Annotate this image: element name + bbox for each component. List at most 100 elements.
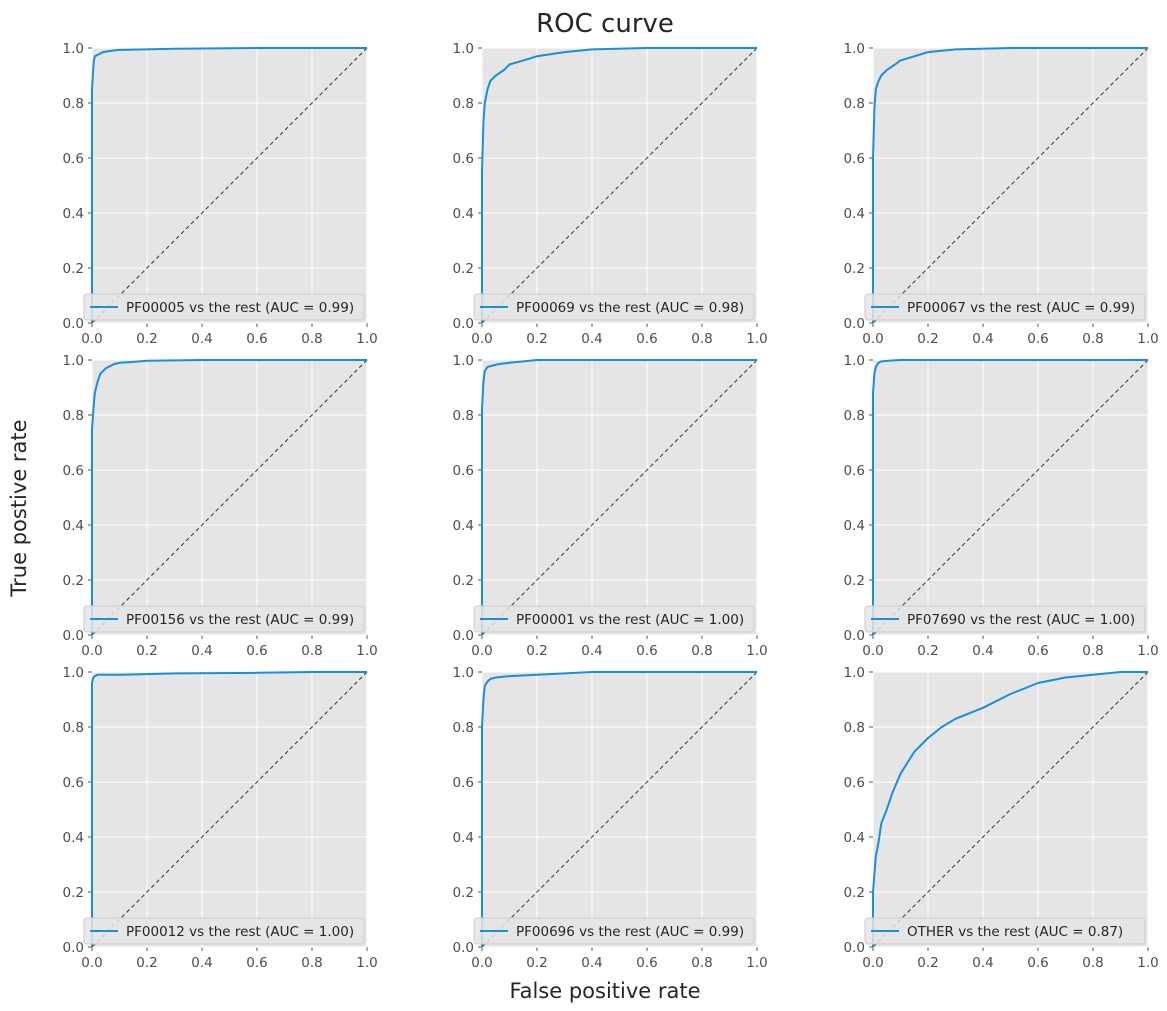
x-tick-label: 0.8 [301, 331, 322, 347]
chance-diagonal [91, 671, 368, 948]
legend-box [473, 605, 755, 633]
legend: PF00696 vs the rest (AUC = 0.99) [473, 917, 755, 945]
roc-subplot-3: 0.0 0.2 0.4 0.6 0.8 1.00.00.20.40.60.81.0PF00… [844, 41, 1159, 347]
legend: PF00005 vs the rest (AUC = 0.99) [83, 293, 365, 321]
y-tick-label: 0.6 [844, 151, 865, 167]
y-tick-label: 0.6 [63, 775, 84, 791]
x-tick-label: 0.6 [636, 643, 657, 659]
legend-box [864, 917, 1146, 945]
y-tick-label: 0.0 [844, 628, 865, 644]
x-tick-label: 1.0 [1137, 331, 1158, 347]
y-tick-label: 0.6 [844, 775, 865, 791]
x-tick-label: 0.4 [191, 643, 212, 659]
figure-ylabel: True postive rate [7, 419, 31, 597]
y-tick-label: 0.4 [63, 830, 84, 846]
legend-label: PF07690 vs the rest (AUC = 1.00) [907, 612, 1135, 628]
x-tick-label: 0.6 [1027, 955, 1048, 971]
legend-label: OTHER vs the rest (AUC = 0.87) [907, 924, 1123, 940]
chance-diagonal [91, 47, 368, 324]
x-tick-label: 0.0 [471, 331, 492, 347]
x-tick-label: 0.6 [636, 955, 657, 971]
legend-box [473, 917, 755, 945]
x-tick-label: 0.2 [526, 643, 547, 659]
x-tick-label: 0.6 [246, 331, 267, 347]
x-tick-label: 0.8 [691, 643, 712, 659]
chance-diagonal [481, 671, 758, 948]
x-tick-label: 0.2 [136, 955, 157, 971]
y-tick-label: 1.0 [63, 41, 84, 57]
roc-curve-line [872, 47, 1148, 323]
x-tick-label: 0.4 [191, 955, 212, 971]
x-tick-label: 0.2 [526, 331, 547, 347]
roc-subplot-1: 0.0 0.2 0.4 0.6 0.8 1.00.00.20.40.60.81.0PF00… [63, 41, 378, 347]
y-tick-label: 1.0 [844, 353, 865, 369]
y-tick-label: 0.2 [453, 573, 474, 589]
y-tick-label: 0.0 [453, 628, 474, 644]
y-tick-label: 0.2 [453, 885, 474, 901]
subplot-grid: 0.0 0.2 0.4 0.6 0.8 1.00.00.20.40.60.81.0PF00… [63, 41, 1159, 971]
x-tick-label: 1.0 [356, 955, 377, 971]
x-tick-label: 0.6 [1027, 331, 1048, 347]
y-tick-label: 0.2 [844, 261, 865, 277]
y-tick-label: 0.4 [453, 206, 474, 222]
roc-subplot-5: 0.0 0.2 0.4 0.6 0.8 1.00.00.20.40.60.81.0PF00… [453, 353, 768, 659]
chance-diagonal [872, 47, 1149, 324]
roc-curve-line [91, 671, 367, 947]
x-tick-label: 1.0 [746, 643, 767, 659]
y-tick-label: 0.8 [63, 96, 84, 112]
y-tick-label: 1.0 [453, 353, 474, 369]
roc-curve-line [872, 671, 1148, 947]
y-tick-label: 1.0 [63, 665, 84, 681]
roc-subplot-7: 0.0 0.2 0.4 0.6 0.8 1.00.00.20.40.60.81.0PF00… [63, 665, 378, 971]
legend-box [864, 293, 1146, 321]
x-tick-label: 0.6 [1027, 643, 1048, 659]
y-tick-label: 0.8 [844, 96, 865, 112]
x-tick-label: 0.0 [471, 643, 492, 659]
y-tick-label: 0.0 [453, 316, 474, 332]
y-tick-label: 1.0 [453, 41, 474, 57]
y-tick-label: 0.6 [63, 463, 84, 479]
x-tick-label: 0.2 [526, 955, 547, 971]
x-tick-label: 0.8 [1082, 331, 1103, 347]
x-tick-label: 0.0 [81, 643, 102, 659]
x-tick-label: 0.8 [301, 955, 322, 971]
roc-curve-line [481, 671, 757, 947]
x-tick-label: 0.0 [81, 331, 102, 347]
legend-box [864, 605, 1146, 633]
y-tick-label: 0.4 [453, 518, 474, 534]
x-tick-label: 0.4 [581, 643, 602, 659]
legend-box [473, 293, 755, 321]
x-tick-label: 0.4 [581, 955, 602, 971]
legend-label: PF00156 vs the rest (AUC = 0.99) [126, 612, 354, 628]
x-tick-label: 0.4 [972, 331, 993, 347]
x-tick-label: 0.8 [691, 955, 712, 971]
legend-box [83, 917, 365, 945]
y-tick-label: 1.0 [844, 41, 865, 57]
legend: PF00069 vs the rest (AUC = 0.98) [473, 293, 755, 321]
x-tick-label: 0.6 [636, 331, 657, 347]
x-tick-label: 0.0 [862, 331, 883, 347]
x-tick-label: 0.8 [1082, 955, 1103, 971]
roc-subplot-4: 0.0 0.2 0.4 0.6 0.8 1.00.00.20.40.60.81.0PF00… [63, 353, 378, 659]
chance-diagonal [872, 359, 1149, 636]
roc-curve-line [91, 47, 367, 323]
roc-subplot-9: 0.0 0.2 0.4 0.6 0.8 1.0 0.0 0.2 0.4 0.6 0.8 1.0 OTHE… [844, 665, 1159, 971]
legend-label: PF00012 vs the rest (AUC = 1.00) [126, 924, 354, 940]
x-tick-label: 0.6 [246, 955, 267, 971]
y-tick-label: 1.0 [453, 665, 474, 681]
y-tick-label: 1.0 [844, 665, 865, 681]
x-tick-label: 1.0 [356, 331, 377, 347]
figure-xlabel: False positive rate [509, 979, 700, 1003]
x-tick-label: 0.8 [1082, 643, 1103, 659]
x-tick-label: 0.0 [862, 643, 883, 659]
x-tick-label: 1.0 [1137, 955, 1158, 971]
y-tick-label: 0.4 [63, 206, 84, 222]
y-tick-label: 0.4 [844, 206, 865, 222]
legend: PF00067 vs the rest (AUC = 0.99) [864, 293, 1146, 321]
y-tick-label: 0.8 [63, 408, 84, 424]
x-tick-label: 0.4 [191, 331, 212, 347]
x-tick-label: 0.2 [136, 331, 157, 347]
legend-box [83, 293, 365, 321]
x-tick-label: 0.4 [581, 331, 602, 347]
figure-title: ROC curve [536, 9, 674, 39]
